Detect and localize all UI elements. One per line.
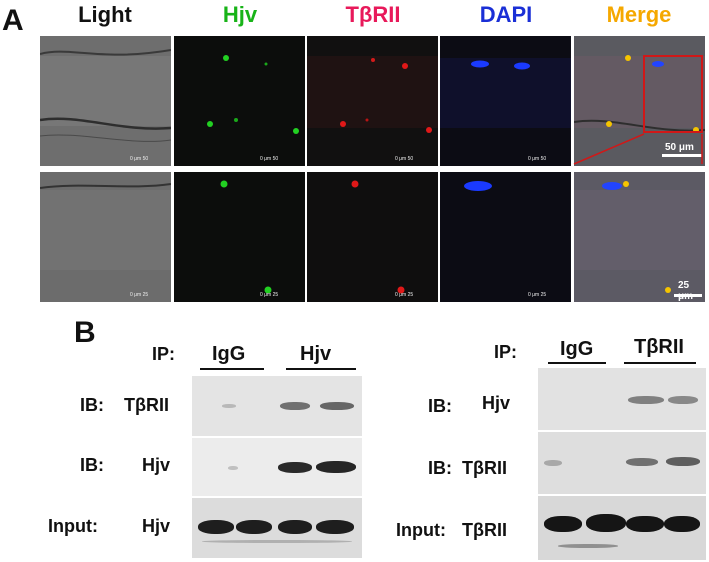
band bbox=[222, 404, 236, 408]
micro-scale-text: 0 μm 50 bbox=[395, 156, 414, 162]
row-prefix-ib: IB: bbox=[428, 458, 452, 478]
column-label-hjv: Hjv bbox=[222, 2, 258, 27]
micrograph-light-row2: 0 μm 25 bbox=[40, 172, 171, 302]
band bbox=[316, 520, 354, 534]
band bbox=[664, 516, 700, 532]
column-label-light: Light bbox=[78, 2, 132, 27]
micrograph-dapi-row1: 0 μm 50 bbox=[440, 36, 571, 166]
micrograph-tbrii-row1: 0 μm 50 bbox=[307, 36, 438, 166]
column-label-tbrii: TβRII bbox=[345, 2, 401, 27]
row-target-hjv: Hjv bbox=[482, 393, 511, 413]
band bbox=[544, 460, 562, 466]
micrograph-tbrii-row2: 0 μm 25 bbox=[307, 172, 438, 302]
western-blot-input-hjv-left bbox=[192, 498, 362, 558]
ip-label-left: IP: bbox=[152, 344, 176, 364]
panel-b-letter: B bbox=[74, 316, 96, 349]
row-target-tbrii: TβRII bbox=[462, 458, 507, 478]
band bbox=[668, 396, 698, 404]
micro-scale-text: 0 μm 25 bbox=[130, 292, 149, 298]
western-blot-input-tbrii-right bbox=[538, 496, 706, 560]
micro-scale-text: 0 μm 25 bbox=[260, 292, 279, 298]
western-blot-ib-tbrii-left bbox=[192, 376, 362, 436]
band bbox=[558, 544, 618, 548]
column-label-merge: Merge bbox=[606, 2, 672, 27]
ip-underline-igg-right bbox=[548, 362, 606, 364]
western-blot-ib-hjv-right bbox=[538, 368, 706, 430]
zoom-connector-lines bbox=[573, 133, 703, 165]
micrograph-light-row1: 0 μm 50 bbox=[40, 36, 171, 166]
ip-underline-hjv-left bbox=[286, 368, 356, 370]
micrograph-dapi-row2: 0 μm 25 bbox=[440, 172, 571, 302]
ip-underline-igg-left bbox=[200, 368, 264, 370]
band bbox=[666, 457, 700, 466]
ip-group-igg-right: IgG bbox=[560, 338, 594, 360]
panel-a-letter: A bbox=[2, 4, 24, 37]
band bbox=[236, 520, 272, 534]
band bbox=[228, 466, 238, 470]
row-target-hjv: Hjv bbox=[142, 516, 171, 536]
western-blot-ib-tbrii-right bbox=[538, 432, 706, 494]
band bbox=[278, 520, 312, 534]
row-prefix-input: Input: bbox=[396, 520, 446, 540]
scale-bar-label: 25 μm bbox=[678, 280, 694, 302]
band bbox=[316, 461, 356, 473]
ip-label-right: IP: bbox=[494, 342, 518, 362]
micrograph-hjv-row2: 0 μm 25 bbox=[174, 172, 305, 302]
column-label-dapi: DAPI bbox=[479, 2, 533, 27]
row-target-hjv: Hjv bbox=[142, 455, 171, 475]
band bbox=[320, 402, 354, 410]
row-prefix-input: Input: bbox=[48, 516, 98, 536]
ip-group-igg-left: IgG bbox=[212, 343, 246, 365]
micrograph-merge-row1: 50 μm bbox=[574, 36, 705, 166]
band bbox=[202, 540, 352, 543]
row-prefix-ib: IB: bbox=[428, 396, 452, 416]
row-prefix-ib: IB: bbox=[80, 395, 104, 415]
band bbox=[628, 396, 664, 404]
micro-scale-text: 0 μm 50 bbox=[130, 156, 149, 162]
micro-scale-text: 0 μm 25 bbox=[528, 292, 547, 298]
scale-bar-label: 50 μm bbox=[665, 142, 694, 153]
band bbox=[544, 516, 582, 532]
band bbox=[198, 520, 234, 534]
micro-scale-text: 0 μm 50 bbox=[260, 156, 279, 162]
micro-scale-text: 0 μm 25 bbox=[395, 292, 414, 298]
western-blot-ib-hjv-left bbox=[192, 438, 362, 496]
ip-group-tbrii-right: TβRII bbox=[634, 336, 684, 358]
micro-scale-text: 0 μm 50 bbox=[528, 156, 547, 162]
micrograph-hjv-row1: 0 μm 50 bbox=[174, 36, 305, 166]
band bbox=[626, 458, 658, 466]
band bbox=[626, 516, 664, 532]
band bbox=[586, 514, 626, 532]
ip-group-hjv-left: Hjv bbox=[300, 343, 332, 365]
row-target-tbrii: TβRII bbox=[124, 395, 169, 415]
ip-underline-tbrii-right bbox=[624, 362, 696, 364]
row-target-tbrii: TβRII bbox=[462, 520, 507, 540]
micrograph-merge-row2: 25 μm bbox=[574, 172, 705, 302]
row-prefix-ib: IB: bbox=[80, 455, 104, 475]
band bbox=[280, 402, 310, 410]
band bbox=[278, 462, 312, 473]
